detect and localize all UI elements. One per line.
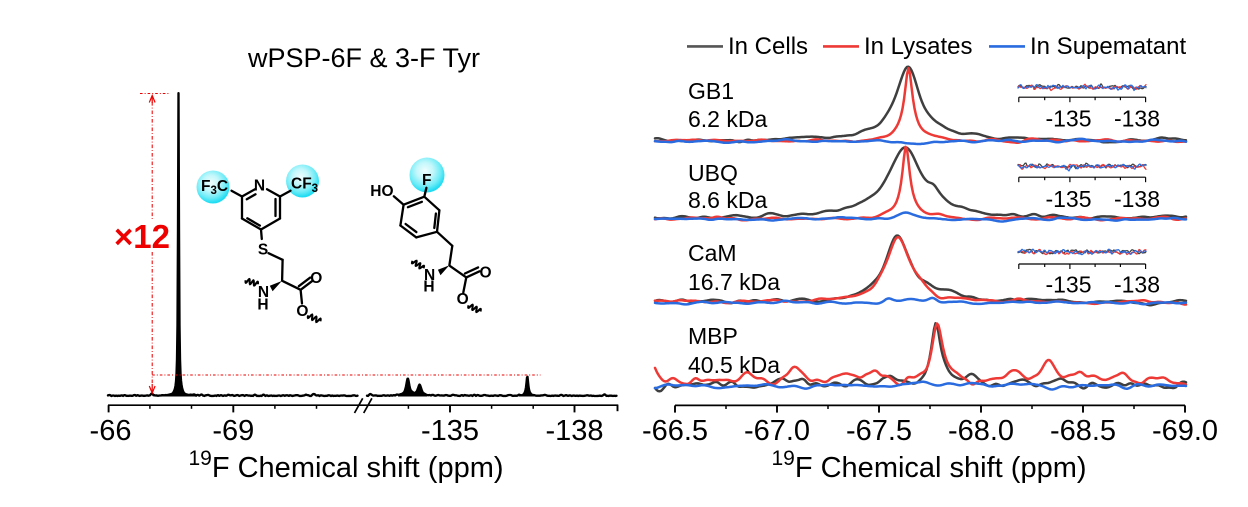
svg-text:GB1: GB1 xyxy=(688,78,734,104)
svg-text:6.2 kDa: 6.2 kDa xyxy=(688,106,767,132)
svg-text:O: O xyxy=(479,264,491,281)
svg-text:F3C: F3C xyxy=(201,178,228,197)
svg-text:F: F xyxy=(422,172,431,189)
svg-text:-66: -66 xyxy=(90,415,132,447)
svg-text:-68.5: -68.5 xyxy=(1050,415,1116,447)
svg-text:wPSP-6F & 3-F Tyr: wPSP-6F & 3-F Tyr xyxy=(247,43,480,73)
svg-text:-67.5: -67.5 xyxy=(846,415,912,447)
svg-text:CF3: CF3 xyxy=(291,176,318,195)
svg-text:-138: -138 xyxy=(1114,186,1160,212)
svg-text:In Cells: In Cells xyxy=(728,33,808,60)
svg-text:S: S xyxy=(258,242,268,259)
svg-text:-138: -138 xyxy=(1114,272,1160,298)
svg-text:-67.0: -67.0 xyxy=(744,415,810,447)
svg-text:O: O xyxy=(296,303,308,320)
svg-text:O: O xyxy=(310,270,322,287)
svg-text:-135: -135 xyxy=(1045,106,1091,132)
svg-text:CaM: CaM xyxy=(688,240,737,266)
svg-text:-135: -135 xyxy=(421,415,479,447)
svg-text:8.6 kDa: 8.6 kDa xyxy=(688,187,767,213)
svg-text:H: H xyxy=(257,296,268,313)
svg-text:O: O xyxy=(457,291,469,308)
svg-text:-66.5: -66.5 xyxy=(642,415,708,447)
svg-text:In Lysates: In Lysates xyxy=(864,33,973,60)
svg-text:HO: HO xyxy=(370,183,393,200)
svg-text:In Supematant: In Supematant xyxy=(1030,33,1186,60)
svg-text:16.7 kDa: 16.7 kDa xyxy=(688,269,780,295)
svg-text:N: N xyxy=(424,267,435,284)
svg-text:-135: -135 xyxy=(1045,186,1091,212)
svg-text:19F Chemical shift (ppm): 19F Chemical shift (ppm) xyxy=(188,447,503,484)
svg-text:UBQ: UBQ xyxy=(688,160,738,186)
svg-text:MBP: MBP xyxy=(688,323,738,349)
svg-text:-135: -135 xyxy=(1045,272,1091,298)
svg-text:40.5 kDa: 40.5 kDa xyxy=(688,352,780,378)
svg-text:-68.0: -68.0 xyxy=(948,415,1014,447)
svg-text:N: N xyxy=(258,284,269,301)
svg-text:-138: -138 xyxy=(1114,106,1160,132)
svg-text:19F Chemical shift (ppm): 19F Chemical shift (ppm) xyxy=(771,447,1086,484)
svg-text:-138: -138 xyxy=(545,415,603,447)
svg-text:×12: ×12 xyxy=(114,218,170,255)
svg-text:-69: -69 xyxy=(212,415,254,447)
svg-text:N: N xyxy=(254,178,265,195)
svg-text:H: H xyxy=(423,279,434,296)
svg-text:-69.0: -69.0 xyxy=(1152,415,1218,447)
